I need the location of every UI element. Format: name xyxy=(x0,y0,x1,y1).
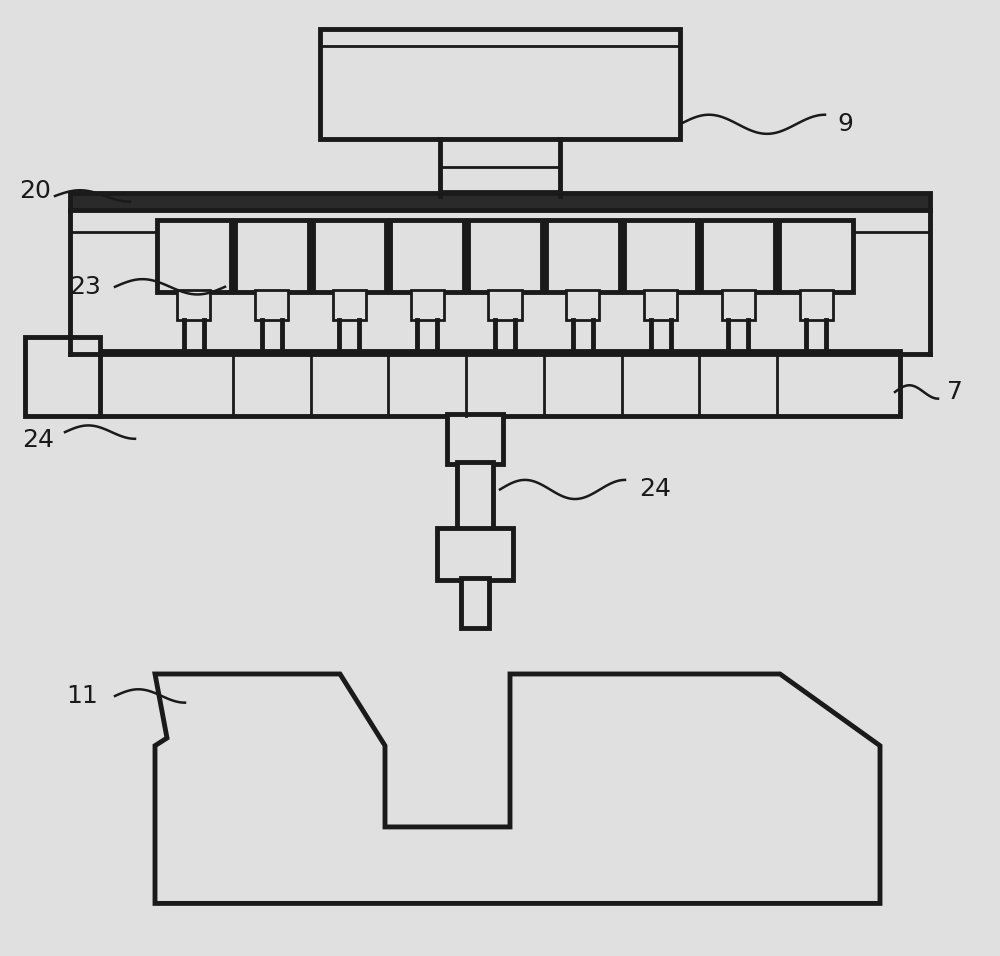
Bar xyxy=(157,220,231,292)
Bar xyxy=(235,220,309,292)
Bar xyxy=(624,220,697,292)
Bar xyxy=(722,290,755,320)
Polygon shape xyxy=(155,674,880,903)
Bar xyxy=(90,351,900,416)
Text: 24: 24 xyxy=(639,477,671,502)
Bar xyxy=(701,220,775,292)
Bar xyxy=(779,220,853,292)
Bar xyxy=(800,290,833,320)
Bar xyxy=(457,462,493,531)
Text: 20: 20 xyxy=(19,179,51,204)
Bar xyxy=(644,290,677,320)
Text: 24: 24 xyxy=(22,427,54,452)
Bar xyxy=(461,578,489,628)
Bar xyxy=(566,290,599,320)
Bar xyxy=(390,220,464,292)
Bar xyxy=(447,414,503,464)
Bar xyxy=(488,290,522,320)
Bar xyxy=(411,290,444,320)
Bar xyxy=(177,290,210,320)
Bar xyxy=(333,290,366,320)
Bar xyxy=(25,337,100,416)
Bar xyxy=(437,528,513,580)
Bar xyxy=(546,220,620,292)
Text: 23: 23 xyxy=(69,274,101,299)
Text: 9: 9 xyxy=(837,112,853,137)
Text: 7: 7 xyxy=(947,380,963,404)
Bar xyxy=(320,29,680,139)
Text: 11: 11 xyxy=(66,684,98,708)
Bar xyxy=(313,220,386,292)
Bar xyxy=(70,193,930,210)
Bar xyxy=(468,220,542,292)
Bar xyxy=(255,290,288,320)
